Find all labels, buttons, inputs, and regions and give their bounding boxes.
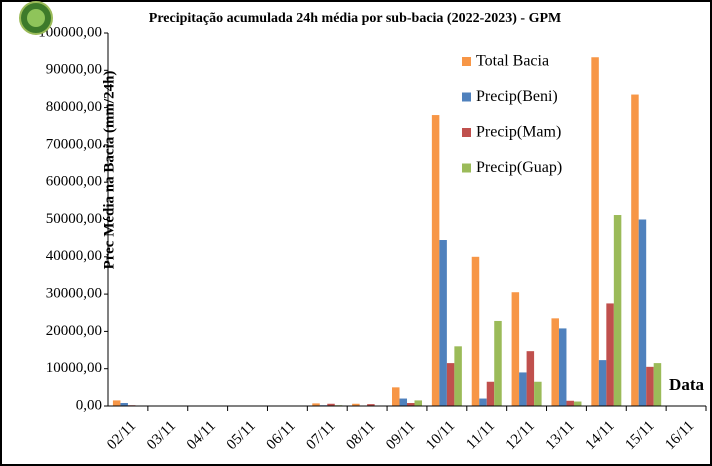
legend-swatch <box>462 128 471 137</box>
bar <box>471 256 480 406</box>
bar <box>646 366 654 406</box>
chart-title: Precipitação acumulada 24h média por sub… <box>149 11 561 26</box>
bar <box>519 372 527 406</box>
y-tick-label: 20000,00 <box>46 323 102 339</box>
y-tick-label: 40000,00 <box>46 248 102 264</box>
bar <box>591 57 599 407</box>
y-tick-label: 90000,00 <box>46 62 102 78</box>
bar <box>606 303 614 406</box>
bar <box>352 403 360 406</box>
legend-label: Total Bacia <box>476 53 549 70</box>
bar <box>494 320 502 406</box>
bar <box>534 381 542 406</box>
bar <box>638 219 647 406</box>
bar <box>399 398 407 406</box>
bar <box>431 115 440 406</box>
legend-swatch <box>462 57 471 66</box>
bar <box>367 404 375 406</box>
bar <box>631 94 639 407</box>
legend-swatch <box>462 92 471 102</box>
y-tick-label: 70000,00 <box>46 136 102 152</box>
bar <box>573 401 582 406</box>
bar <box>566 400 574 406</box>
bar <box>414 400 422 406</box>
bar <box>558 328 567 406</box>
y-tick-label: 60000,00 <box>46 174 102 190</box>
legend-swatch <box>462 163 471 173</box>
legend-label: Precip(Guap) <box>476 159 562 176</box>
y-tick-label: 80000,00 <box>46 99 102 115</box>
bar <box>112 400 121 406</box>
y-tick-label: 10000,00 <box>46 360 102 376</box>
y-tick-label: 100000,00 <box>38 24 102 40</box>
legend-label: Precip(Beni) <box>476 88 558 105</box>
logo-inner <box>27 9 45 27</box>
bar <box>407 403 415 406</box>
bar <box>526 351 535 406</box>
bar <box>120 403 128 406</box>
bar <box>312 403 320 406</box>
bar <box>653 363 662 406</box>
bar <box>511 292 520 406</box>
y-axis-label: Prec Média na Bacia (mm/24h) <box>101 71 117 270</box>
bar <box>392 387 400 406</box>
bar <box>479 398 487 406</box>
bar <box>598 360 607 406</box>
bar <box>327 403 335 406</box>
legend-label: Precip(Mam) <box>476 124 561 141</box>
bar <box>551 318 559 406</box>
y-tick-label: 50000,00 <box>46 211 102 227</box>
y-tick-label: 0,00 <box>76 397 102 413</box>
bar <box>446 363 455 406</box>
x-axis-label: Data <box>669 375 704 394</box>
bar <box>613 215 622 406</box>
bar <box>439 240 447 406</box>
y-tick-label: 30000,00 <box>46 286 102 302</box>
bar <box>454 346 462 406</box>
bar <box>486 381 495 406</box>
